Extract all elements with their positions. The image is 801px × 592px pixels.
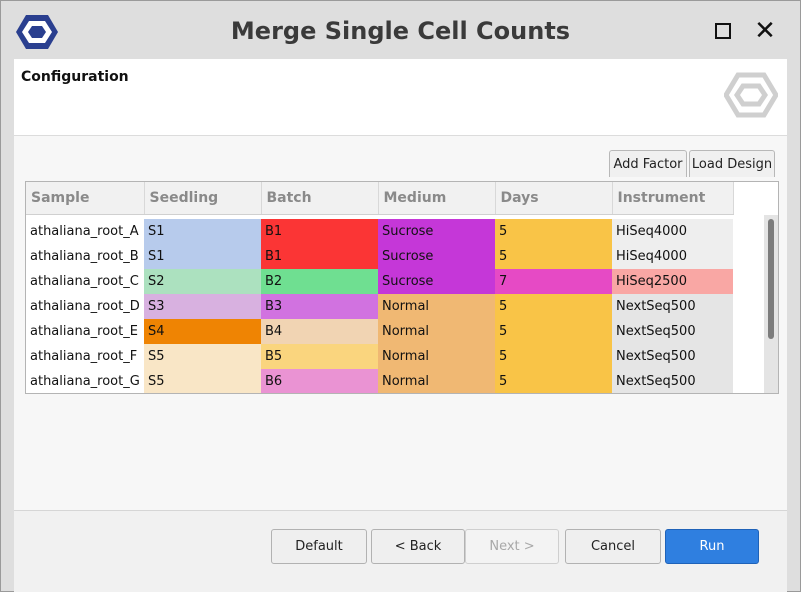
- button-bar: Default < Back Next > Cancel Run: [14, 510, 787, 592]
- cell-sample[interactable]: athaliana_root_F: [30, 349, 138, 364]
- cell-instrument[interactable]: NextSeq500: [612, 369, 733, 393]
- cell-medium[interactable]: Normal: [378, 319, 495, 344]
- cell-instrument[interactable]: HiSeq2500: [612, 269, 733, 294]
- maximize-icon: [715, 23, 731, 39]
- column-header-days[interactable]: Days: [495, 182, 613, 215]
- cell-medium[interactable]: Normal: [378, 294, 495, 319]
- cell-days[interactable]: 5: [495, 369, 612, 393]
- title-bar[interactable]: Merge Single Cell Counts ✕: [1, 1, 800, 59]
- table-row[interactable]: athaliana_root_E S4 B4 Normal 5 NextSeq500: [26, 319, 733, 344]
- cell-days[interactable]: 5: [495, 344, 612, 369]
- window-title: Merge Single Cell Counts: [230, 17, 571, 45]
- cell-medium[interactable]: Normal: [378, 344, 495, 369]
- cell-sample[interactable]: athaliana_root_G: [30, 374, 140, 389]
- cell-batch[interactable]: B6: [261, 369, 378, 393]
- section-title: Configuration: [21, 69, 129, 85]
- close-button[interactable]: ✕: [753, 16, 777, 46]
- cell-seedling[interactable]: S1: [144, 244, 261, 269]
- cell-batch[interactable]: B4: [261, 319, 378, 344]
- cell-instrument[interactable]: NextSeq500: [612, 344, 733, 369]
- cell-sample[interactable]: athaliana_root_C: [30, 274, 139, 289]
- page-header: Configuration: [14, 59, 787, 136]
- configuration-panel: Add Factor Load Design Sample Seedling B…: [14, 136, 787, 510]
- design-table[interactable]: Sample Seedling Batch Medium Days Instru…: [25, 181, 779, 394]
- cell-sample[interactable]: athaliana_root_B: [30, 249, 139, 264]
- cell-seedling[interactable]: S3: [144, 294, 261, 319]
- cell-batch[interactable]: B2: [261, 269, 378, 294]
- cell-days[interactable]: 5: [495, 294, 612, 319]
- column-header-batch[interactable]: Batch: [261, 182, 379, 215]
- cell-sample[interactable]: athaliana_root_A: [30, 224, 139, 239]
- cell-instrument[interactable]: HiSeq4000: [612, 219, 733, 244]
- table-row[interactable]: athaliana_root_G S5 B6 Normal 5 NextSeq500: [26, 369, 733, 393]
- cell-days[interactable]: 7: [495, 269, 612, 294]
- cell-instrument[interactable]: NextSeq500: [612, 294, 733, 319]
- cell-sample[interactable]: athaliana_root_E: [30, 324, 138, 339]
- table-row[interactable]: athaliana_root_F S5 B5 Normal 5 NextSeq500: [26, 344, 733, 369]
- maximize-button[interactable]: [711, 19, 735, 43]
- column-header-seedling[interactable]: Seedling: [144, 182, 262, 215]
- vertical-scrollbar[interactable]: [764, 215, 778, 393]
- close-icon: ✕: [754, 16, 776, 46]
- run-button[interactable]: Run: [665, 529, 759, 564]
- load-design-button[interactable]: Load Design: [689, 150, 775, 177]
- add-factor-button[interactable]: Add Factor: [609, 150, 687, 177]
- cell-medium[interactable]: Sucrose: [378, 219, 495, 244]
- cell-instrument[interactable]: NextSeq500: [612, 319, 733, 344]
- scrollbar-thumb[interactable]: [768, 219, 774, 339]
- cell-seedling[interactable]: S1: [144, 219, 261, 244]
- table-header-row: Sample Seedling Batch Medium Days Instru…: [26, 182, 734, 215]
- cell-days[interactable]: 5: [495, 319, 612, 344]
- cell-seedling[interactable]: S5: [144, 369, 261, 393]
- cell-instrument[interactable]: HiSeq4000: [612, 244, 733, 269]
- column-header-sample[interactable]: Sample: [26, 182, 145, 215]
- cell-seedling[interactable]: S4: [144, 319, 261, 344]
- app-hexagon-logo-icon: [16, 15, 58, 49]
- cell-seedling[interactable]: S5: [144, 344, 261, 369]
- cell-batch[interactable]: B5: [261, 344, 378, 369]
- cell-days[interactable]: 5: [495, 244, 612, 269]
- cell-batch[interactable]: B3: [261, 294, 378, 319]
- back-button[interactable]: < Back: [371, 529, 465, 564]
- cell-medium[interactable]: Sucrose: [378, 244, 495, 269]
- dialog-content: Configuration Add Factor Load Design Sam…: [14, 59, 787, 592]
- cell-medium[interactable]: Normal: [378, 369, 495, 393]
- table-row[interactable]: athaliana_root_B S1 B1 Sucrose 5 HiSeq4000: [26, 244, 733, 269]
- table-row[interactable]: athaliana_root_A S1 B1 Sucrose 5 HiSeq4000: [26, 219, 733, 244]
- table-row[interactable]: athaliana_root_C S2 B2 Sucrose 7 HiSeq2500: [26, 269, 733, 294]
- table-row[interactable]: athaliana_root_D S3 B3 Normal 5 NextSeq500: [26, 294, 733, 319]
- design-grid: Sample Seedling Batch Medium Days Instru…: [26, 182, 734, 393]
- cell-seedling[interactable]: S2: [144, 269, 261, 294]
- next-button[interactable]: Next >: [465, 529, 559, 564]
- cell-days[interactable]: 5: [495, 219, 612, 244]
- cell-batch[interactable]: B1: [261, 219, 378, 244]
- column-header-instrument[interactable]: Instrument: [612, 182, 734, 215]
- cell-sample[interactable]: athaliana_root_D: [30, 299, 140, 314]
- column-header-medium[interactable]: Medium: [378, 182, 496, 215]
- cancel-button[interactable]: Cancel: [565, 529, 661, 564]
- cell-batch[interactable]: B1: [261, 244, 378, 269]
- hexagon-logo-icon: [724, 72, 778, 118]
- default-button[interactable]: Default: [271, 529, 367, 564]
- cell-medium[interactable]: Sucrose: [378, 269, 495, 294]
